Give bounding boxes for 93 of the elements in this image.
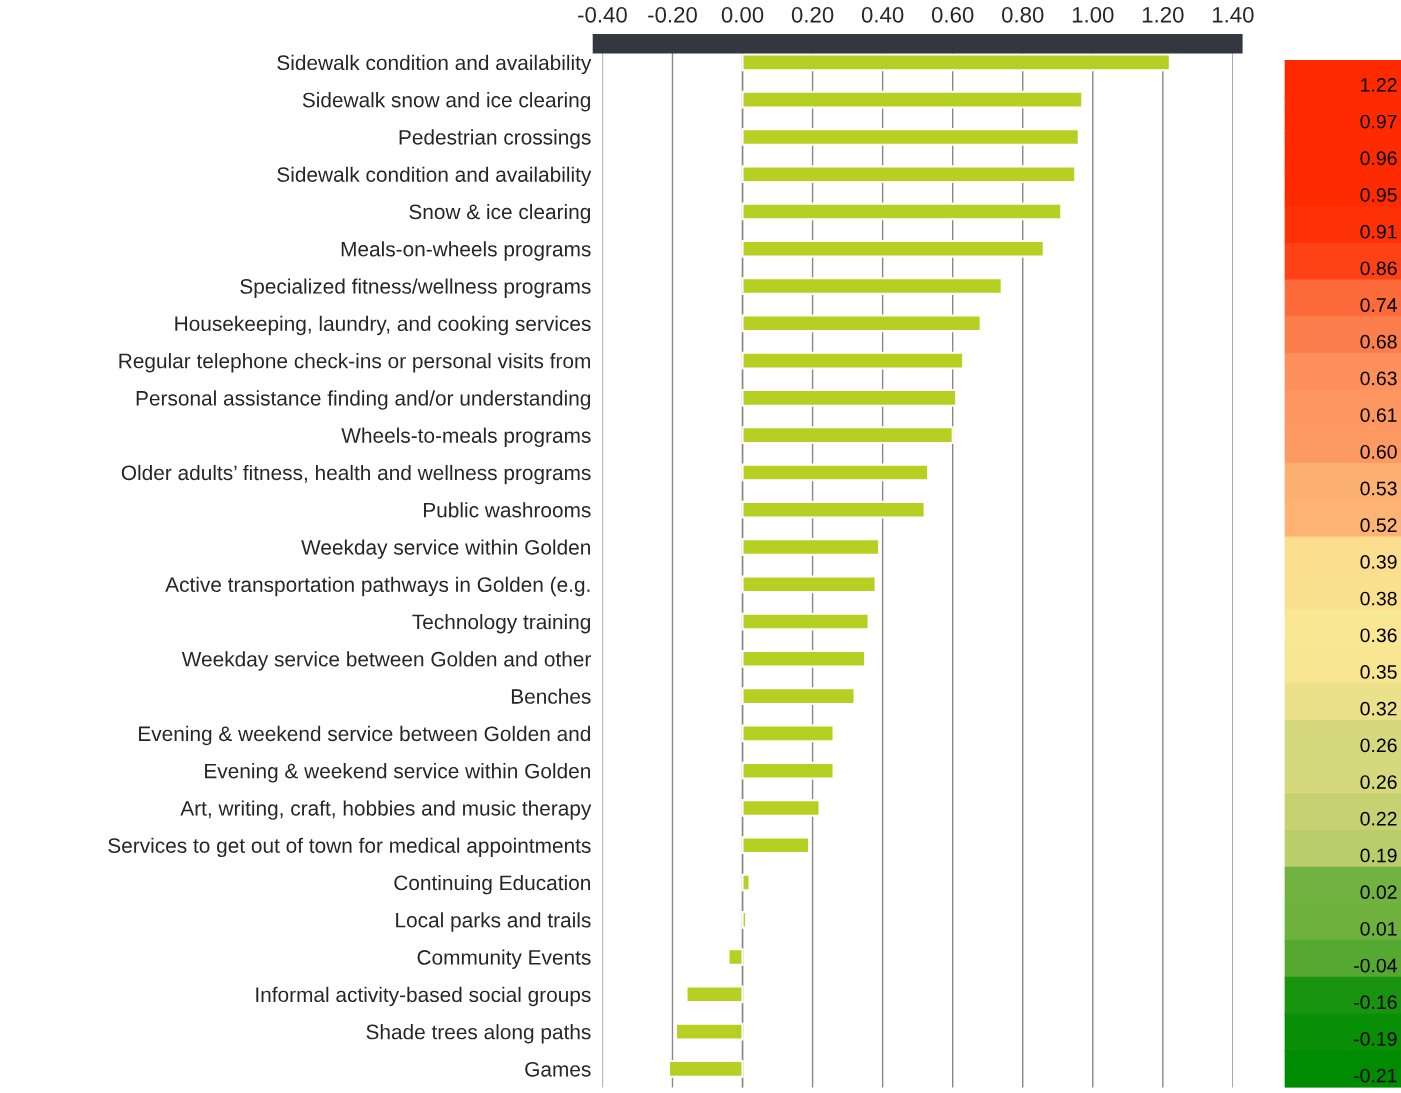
bar	[741, 910, 748, 929]
x-tick-label: 0.00	[721, 6, 764, 23]
y-tick-label: Wheels-to-meals programs	[341, 427, 591, 448]
data-label: 0.39	[1360, 555, 1397, 569]
bar	[741, 724, 835, 743]
data-label: 0.68	[1360, 334, 1397, 349]
bar	[741, 687, 856, 705]
bar	[667, 1060, 744, 1078]
x-tick-label: -0.40	[578, 6, 627, 23]
y-tick-label: Evening & weekend service between Golden and	[139, 725, 591, 746]
y-tick-label: Services to get out of town for medical appointments	[108, 837, 591, 858]
data-label: 0.35	[1360, 665, 1397, 679]
y-tick-label: Personal assistance finding and/or understanding	[136, 390, 591, 410]
data-label: 0.95	[1360, 188, 1397, 202]
y-tick-label: Games	[525, 1061, 591, 1077]
data-label: 0.01	[1360, 921, 1397, 936]
data-label: 0.52	[1360, 518, 1397, 533]
y-tick-label: Active transportation pathways in Golden (e.g.	[165, 576, 590, 597]
data-label: 0.53	[1360, 481, 1397, 496]
x-tick-label: 1.00	[1072, 6, 1114, 23]
y-tick-label: Community Events	[417, 949, 591, 969]
y-tick-label: Continuing Education	[394, 874, 590, 895]
bar	[741, 761, 835, 780]
bar	[741, 351, 965, 370]
y-tick-label: Evening & weekend service within Golden	[205, 763, 590, 783]
x-tick-label: 0.20	[791, 6, 834, 23]
y-tick-label: Specialized fitness/wellness programs	[240, 278, 591, 298]
y-tick-label: Informal activity-based social groups	[256, 986, 591, 1007]
bar	[741, 277, 1003, 295]
data-label: -0.16	[1354, 995, 1397, 1010]
data-label: 0.97	[1360, 114, 1397, 129]
y-tick-label: Benches	[511, 688, 591, 704]
y-tick-label: Sidewalk condition and availability	[277, 54, 592, 75]
bar	[741, 389, 958, 407]
data-label: 0.86	[1360, 261, 1397, 276]
bar	[741, 90, 1084, 109]
y-tick-label: Weekday service within Golden	[301, 539, 590, 559]
x-tick-label: 0.60	[931, 6, 974, 23]
bar	[741, 463, 930, 482]
x-tick-label: -0.20	[648, 6, 697, 23]
y-tick-label: Technology training	[412, 614, 590, 634]
data-label: 0.19	[1360, 848, 1397, 863]
y-tick-label: Local parks and trails	[396, 912, 591, 932]
data-label: 0.02	[1360, 885, 1397, 900]
x-tick-label: 0.80	[1001, 6, 1044, 23]
x-tick-label: 1.20	[1142, 6, 1184, 23]
data-label: 0.61	[1360, 408, 1397, 422]
y-tick-label: Housekeeping, laundry, and cooking services	[175, 315, 591, 336]
y-tick-label: Snow & ice clearing	[409, 203, 590, 224]
data-label: 0.63	[1360, 371, 1397, 386]
y-tick-label: Art, writing, craft, hobbies and music therapy	[180, 800, 592, 820]
bar	[741, 873, 751, 892]
bar	[741, 314, 982, 333]
bar	[741, 538, 881, 556]
bar	[741, 612, 870, 631]
data-label: 0.26	[1360, 775, 1397, 789]
y-tick-label: Older adults’ fitness, health and wellness programs	[121, 464, 591, 485]
data-label: -0.21	[1354, 1068, 1397, 1083]
bar	[741, 202, 1063, 221]
bar	[727, 948, 744, 966]
bar	[674, 1022, 744, 1041]
y-tick-label: Meals-on-wheels programs	[341, 241, 591, 261]
x-tick-label: 0.40	[861, 6, 904, 23]
bar	[741, 128, 1080, 146]
data-label: 0.60	[1360, 444, 1397, 459]
data-label: 0.26	[1360, 738, 1397, 753]
bar	[741, 799, 821, 817]
y-tick-label: Pedestrian crossings	[399, 129, 591, 149]
data-label: 1.22	[1361, 77, 1397, 92]
y-tick-label: Public washrooms	[423, 502, 591, 518]
data-label: 0.74	[1360, 298, 1397, 312]
y-tick-label: Weekday service between Golden and other	[181, 651, 591, 671]
data-label: 0.96	[1360, 151, 1397, 166]
data-label: -0.19	[1354, 1032, 1397, 1046]
data-label: 0.22	[1360, 811, 1397, 826]
bar	[741, 836, 811, 855]
data-label: 0.32	[1360, 701, 1397, 716]
data-label: 0.36	[1360, 628, 1397, 643]
bar	[741, 426, 954, 445]
y-tick-label: Sidewalk condition and availability	[277, 166, 592, 187]
bar	[741, 500, 926, 519]
bar	[741, 239, 1045, 258]
bar	[685, 985, 744, 1004]
data-label: 0.91	[1360, 224, 1397, 239]
x-tick-label: 1.40	[1212, 6, 1254, 23]
data-label: -0.04	[1354, 958, 1397, 973]
y-tick-label: Sidewalk snow and ice clearing	[302, 92, 590, 112]
bar	[741, 165, 1077, 184]
y-tick-label: Shade trees along paths	[366, 1024, 591, 1044]
data-label: 0.38	[1360, 591, 1397, 606]
bar	[741, 649, 867, 668]
y-tick-label: Regular telephone check-ins or personal visits from	[119, 353, 590, 373]
bar	[741, 575, 877, 594]
